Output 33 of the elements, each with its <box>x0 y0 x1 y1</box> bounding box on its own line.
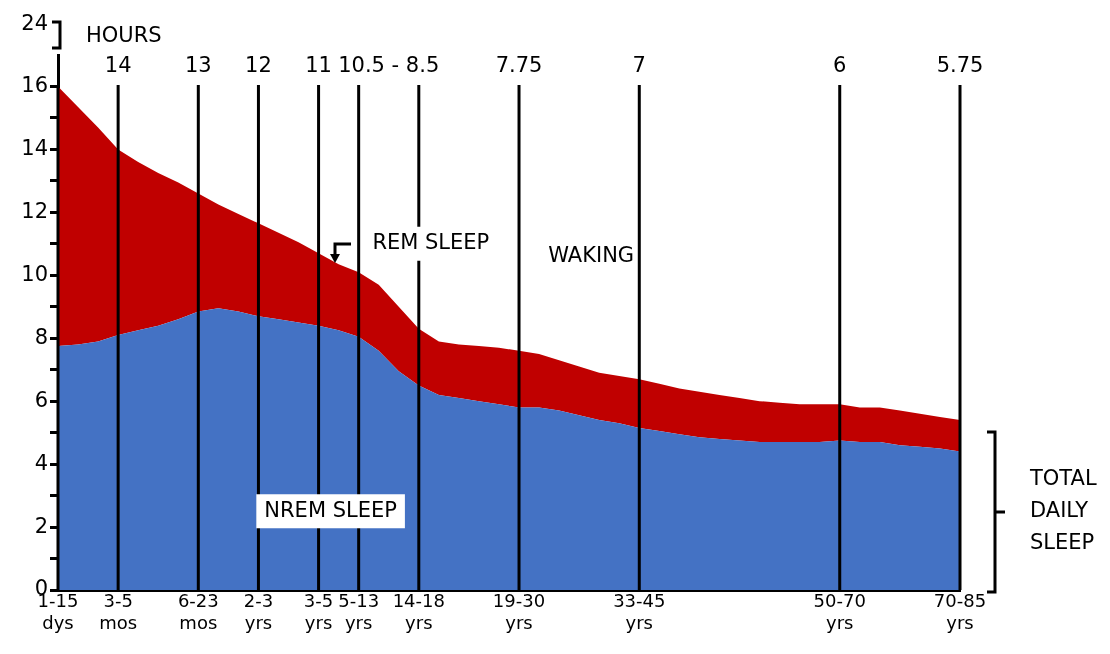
x-tick-label: 3-5 mos <box>99 590 138 634</box>
x-tick-label: 70-85 yrs <box>933 590 987 634</box>
annotation: 12 <box>245 53 272 78</box>
y-tick-label: 2 <box>34 513 48 538</box>
y-axis-title: HOURS <box>86 23 162 48</box>
x-tick-label: 3-5 yrs <box>303 590 334 634</box>
annotation: 10.5 - 8.5 <box>338 53 440 78</box>
annotation: 7.75 <box>495 53 543 78</box>
x-tick-label: 50-70 yrs <box>813 590 866 634</box>
y-tick-label: 16 <box>21 72 48 97</box>
annotation: 7 <box>632 53 646 78</box>
annotation: 6 <box>833 53 847 78</box>
x-tick-label: 19-30 yrs <box>492 590 546 634</box>
x-tick-label: 5-13 yrs <box>338 590 380 634</box>
annotation: REM SLEEP <box>372 230 490 255</box>
y-tick-label: 4 <box>34 450 48 475</box>
y-tick-label: 8 <box>34 324 48 349</box>
annotation: WAKING <box>548 242 635 267</box>
x-tick-label: 14-18 yrs <box>392 590 445 634</box>
y-tick-label: 14 <box>21 135 48 160</box>
y-tick-label: 12 <box>21 198 48 223</box>
text: 24 <box>21 11 48 36</box>
annotation: 14 <box>104 53 132 78</box>
x-tick-label: 6-23 mos <box>177 590 219 634</box>
x-tick-label: 33-45 yrs <box>613 590 666 634</box>
x-tick-label: 2-3 yrs <box>243 590 274 634</box>
y-tick-label: 10 <box>21 261 48 286</box>
annotation: NREM SLEEP <box>264 497 397 522</box>
annotation: 13 <box>184 53 212 78</box>
text: TOTAL DAILY SLEEP <box>1029 465 1097 554</box>
annotation: 5.75 <box>936 53 984 78</box>
annotation: 11 <box>305 53 332 78</box>
y-tick-label: 6 <box>34 387 48 412</box>
